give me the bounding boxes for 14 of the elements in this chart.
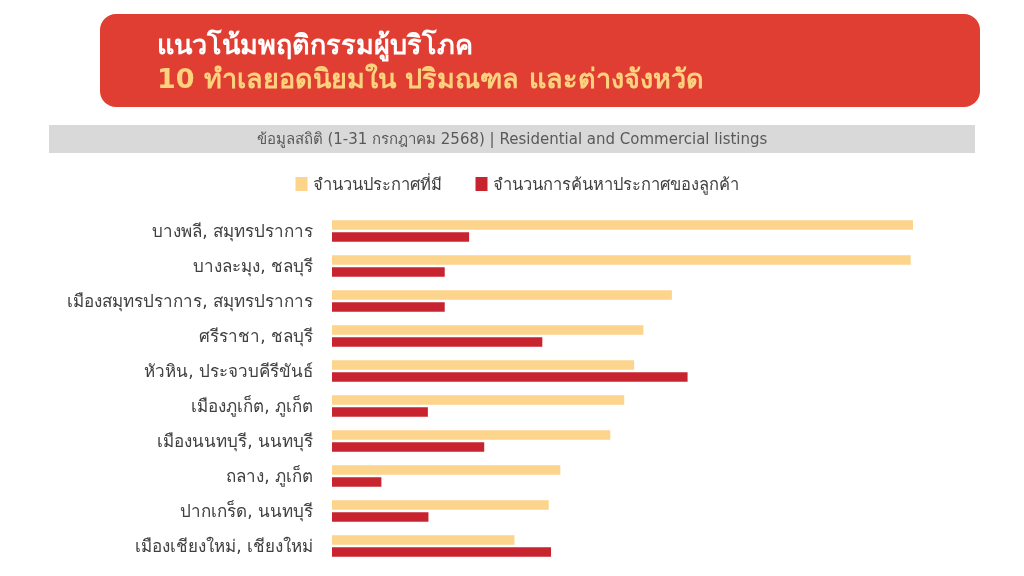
category-label: ถลาง, ภูเก็ต <box>226 466 313 486</box>
category-label: เมืองสมุทรปราการ, สมุทรปราการ <box>67 291 313 311</box>
subtitle: 10 ทำเลยอดนิยมใน ปริมณฑล และต่างจังหวัด <box>157 63 704 94</box>
annotation: ข้อมูลสถิติ (1-31 กรกฎาคม 2568) | Residential and Commercial listings <box>256 130 768 148</box>
category-label: หัวหิน, ประจวบคีรีขันธ์ <box>144 361 313 381</box>
category-label: เมืองภูเก็ต, ภูเก็ต <box>191 396 313 416</box>
category-label: เมืองนนทบุรี, นนทบุรี <box>157 431 313 451</box>
category-label: บางพลี, สมุทรปราการ <box>152 221 313 241</box>
category-label: บางละมุง, ชลบุรี <box>193 256 313 276</box>
legend-label: จำนวนการค้นหาประกาศของลูกค้า <box>492 175 739 194</box>
category-label: ศรีราชา, ชลบุรี <box>199 326 313 346</box>
category-label: เมืองเชียงใหม่, เชียงใหม่ <box>135 536 313 556</box>
category-label: ปากเกร็ด, นนทบุรี <box>180 501 313 521</box>
legend-label: จำนวนประกาศที่มี <box>312 175 442 194</box>
